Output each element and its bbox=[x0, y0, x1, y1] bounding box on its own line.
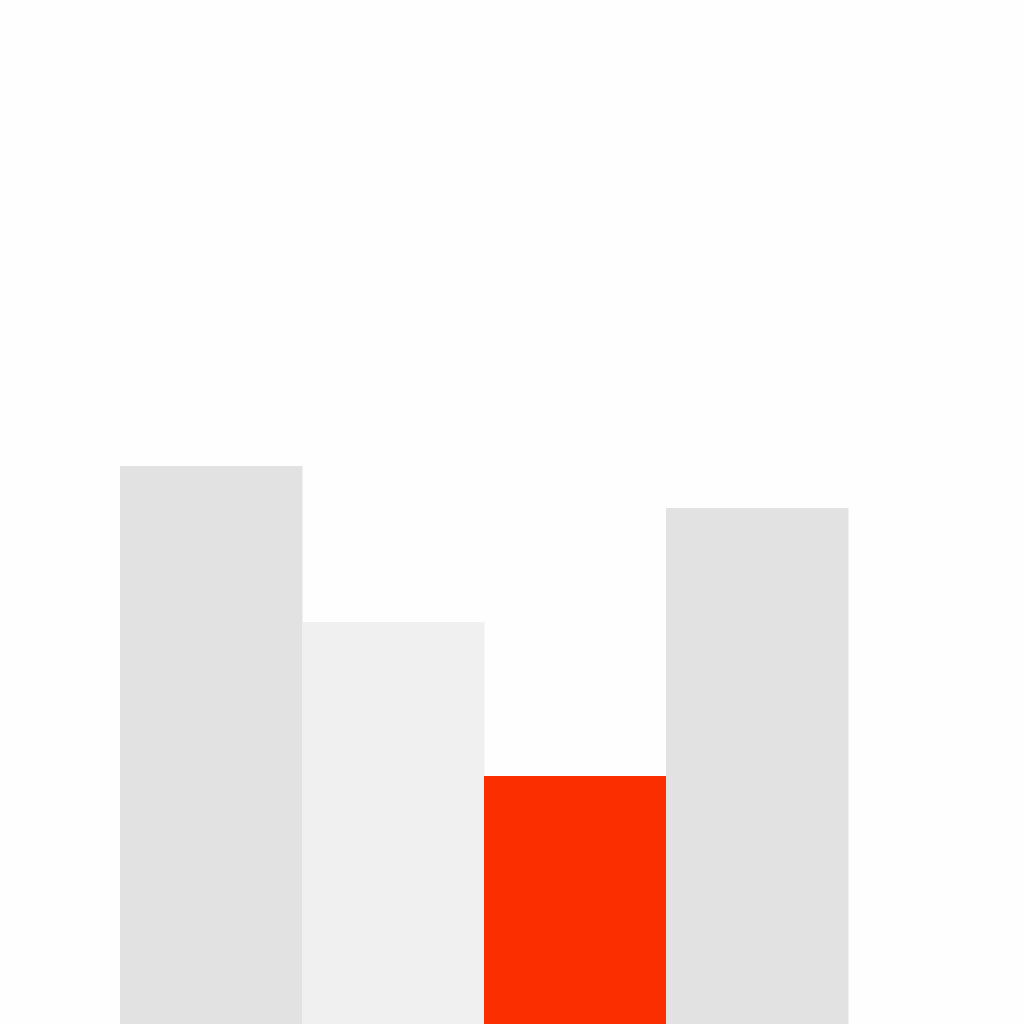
bar-4 bbox=[666, 508, 849, 1024]
bar-2 bbox=[302, 622, 485, 1024]
bar-1 bbox=[120, 466, 303, 1024]
bar-highlighted bbox=[484, 776, 667, 1024]
